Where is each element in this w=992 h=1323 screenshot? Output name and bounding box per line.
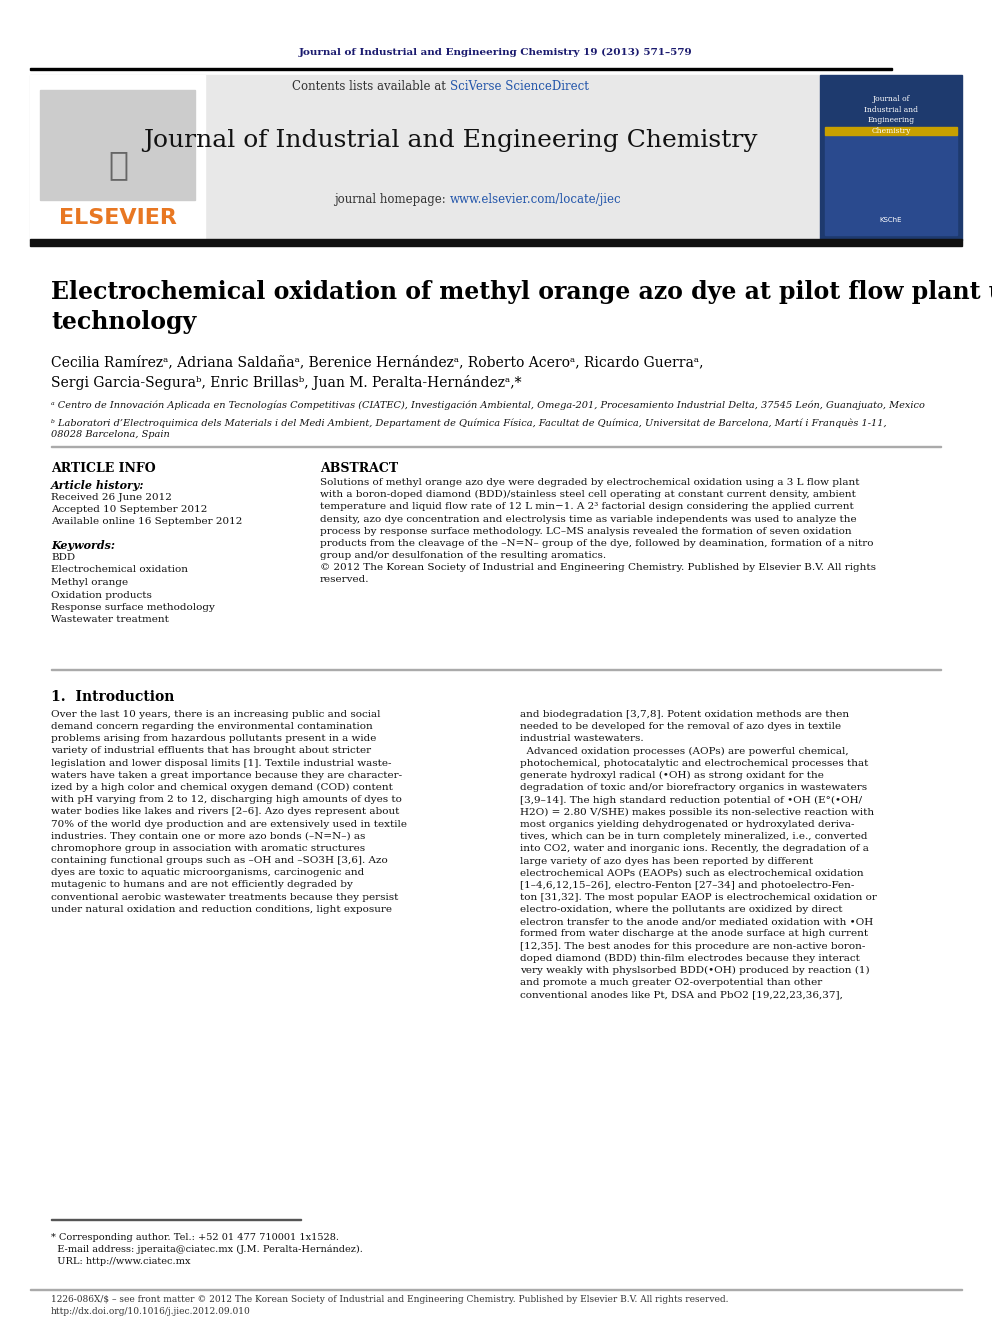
Text: Cecilia Ramírezᵃ, Adriana Saldañaᵃ, Berenice Hernándezᵃ, Roberto Aceroᵃ, Ricardo: Cecilia Ramírezᵃ, Adriana Saldañaᵃ, Bere…: [51, 355, 703, 390]
Text: Available online 16 September 2012: Available online 16 September 2012: [51, 517, 242, 527]
Text: Journal of Industrial and Engineering Chemistry: Journal of Industrial and Engineering Ch…: [143, 128, 757, 152]
Text: journal homepage:: journal homepage:: [334, 193, 450, 206]
Text: SciVerse ScienceDirect: SciVerse ScienceDirect: [450, 81, 589, 94]
Text: KSChE: KSChE: [880, 217, 903, 224]
Text: Contents lists available at: Contents lists available at: [293, 81, 450, 94]
Text: Electrochemical oxidation of methyl orange azo dye at pilot flow plant using BDD: Electrochemical oxidation of methyl oran…: [51, 280, 992, 333]
Text: ARTICLE INFO: ARTICLE INFO: [51, 462, 156, 475]
Text: and biodegradation [3,7,8]. Potent oxidation methods are then
needed to be devel: and biodegradation [3,7,8]. Potent oxida…: [520, 710, 877, 1000]
Text: 1.  Introduction: 1. Introduction: [51, 691, 175, 704]
Bar: [30, 75, 820, 239]
Text: ᵃ Centro de Innovación Aplicada en Tecnologías Competitivas (CIATEC), Investigac: ᵃ Centro de Innovación Aplicada en Tecno…: [51, 400, 925, 410]
Text: 🌳: 🌳: [108, 148, 128, 181]
Text: www.elsevier.com/locate/jiec: www.elsevier.com/locate/jiec: [450, 193, 622, 206]
Text: Accepted 10 September 2012: Accepted 10 September 2012: [51, 505, 207, 515]
Text: ABSTRACT: ABSTRACT: [320, 462, 398, 475]
Text: BDD
Electrochemical oxidation
Methyl orange
Oxidation products
Response surface : BDD Electrochemical oxidation Methyl ora…: [51, 553, 215, 624]
Text: Received 26 June 2012: Received 26 June 2012: [51, 493, 172, 501]
Text: Solutions of methyl orange azo dye were degraded by electrochemical oxidation us: Solutions of methyl orange azo dye were …: [320, 478, 876, 585]
Bar: [40, 90, 195, 200]
Text: ᵇ Laboratori d’Electroquimica dels Materials i del Medi Ambient, Departament de : ᵇ Laboratori d’Electroquimica dels Mater…: [51, 418, 887, 439]
Bar: [820, 75, 962, 239]
Text: Journal of
Industrial and
Engineering
Chemistry: Journal of Industrial and Engineering Ch…: [864, 95, 918, 135]
Bar: [30, 239, 962, 246]
Text: * Corresponding author. Tel.: +52 01 477 710001 1x1528.
  E-mail address: jperai: * Corresponding author. Tel.: +52 01 477…: [51, 1233, 363, 1266]
Bar: [825, 127, 957, 135]
Bar: [825, 135, 957, 235]
Text: Over the last 10 years, there is an increasing public and social
demand concern : Over the last 10 years, there is an incr…: [51, 710, 407, 914]
Bar: [30, 67, 892, 70]
Text: Article history:: Article history:: [51, 480, 145, 491]
Text: Journal of Industrial and Engineering Chemistry 19 (2013) 571–579: Journal of Industrial and Engineering Ch…: [300, 48, 692, 57]
Bar: [30, 75, 205, 239]
Text: Keywords:: Keywords:: [51, 540, 115, 550]
Text: 1226-086X/$ – see front matter © 2012 The Korean Society of Industrial and Engin: 1226-086X/$ – see front matter © 2012 Th…: [51, 1295, 728, 1316]
Text: ELSEVIER: ELSEVIER: [60, 208, 177, 228]
